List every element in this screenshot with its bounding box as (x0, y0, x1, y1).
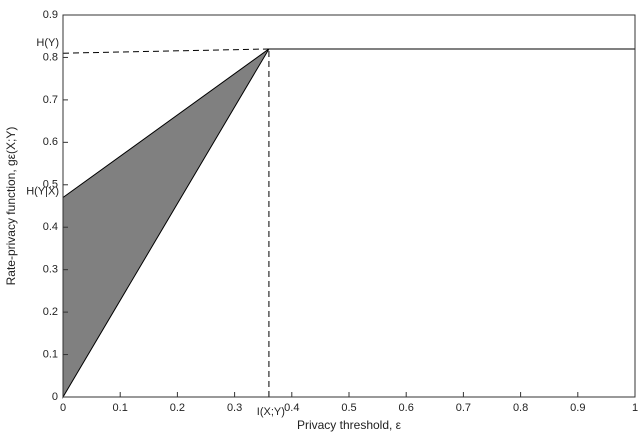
x-tick-label: 0.9 (570, 402, 585, 414)
y-tick-label: 0.7 (43, 94, 58, 106)
x-axis-label: Privacy threshold, ε (297, 418, 402, 432)
y-tick-label: 0.4 (43, 221, 58, 233)
x-tick-label: 0.8 (513, 402, 528, 414)
annotation: H(Y|X) (26, 185, 59, 197)
x-tick-label: 0.3 (227, 402, 242, 414)
annotation: H(Y) (36, 37, 59, 49)
y-tick-label: 0.8 (43, 51, 58, 63)
y-tick-label: 0 (52, 391, 58, 403)
x-tick-label: 0.1 (113, 402, 128, 414)
y-tick-label: 0.2 (43, 306, 58, 318)
x-tick-label: 0.6 (399, 402, 414, 414)
annotation: I(X;Y) (257, 406, 285, 418)
x-tick-label: 0.2 (170, 402, 185, 414)
x-tick-label: 0.7 (456, 402, 471, 414)
x-tick-label: 0.5 (341, 402, 356, 414)
x-tick-label: 1 (632, 402, 638, 414)
feasible-region (62, 48, 270, 399)
y-tick-label: 0.6 (43, 136, 58, 148)
y-tick-label: 0.5 (43, 179, 58, 191)
guide-line (62, 48, 269, 54)
y-axis-label: Rate-privacy function, gε(X;Y) (4, 127, 18, 286)
x-tick-label: 0 (60, 402, 66, 414)
x-tick-label: 0.4 (284, 402, 299, 414)
y-tick-label: 0.9 (43, 9, 58, 21)
y-tick-label: 0.1 (43, 348, 58, 360)
y-tick-label: 0.3 (43, 264, 58, 276)
